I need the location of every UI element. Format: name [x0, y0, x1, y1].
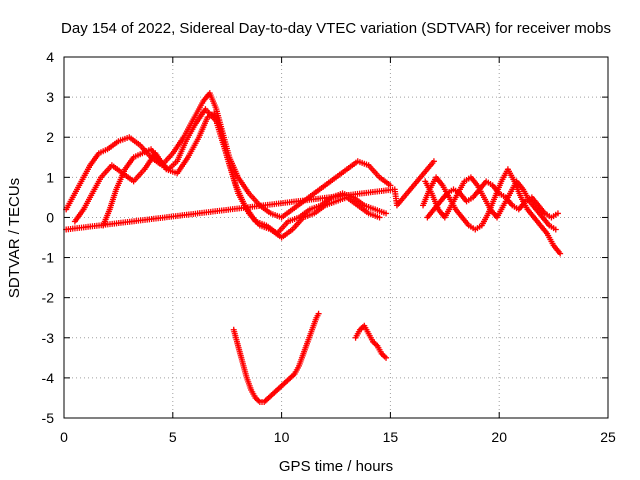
x-tick-label: 15: [383, 429, 399, 445]
data-points: [63, 90, 564, 405]
series-track-f: [424, 178, 561, 221]
series-track-c: [100, 106, 383, 241]
axis-ticks: 0 5 10 15 20 25 -5 -4 -3 -2 -1 0 1 2 3 4: [42, 49, 616, 445]
y-tick-label: -3: [42, 330, 55, 346]
data-point: [376, 214, 383, 221]
y-tick-label: -1: [42, 250, 55, 266]
data-point: [552, 226, 559, 233]
data-point: [383, 210, 390, 217]
plot-frame: [63, 56, 609, 419]
x-tick-label: 10: [274, 429, 290, 445]
data-point: [383, 354, 390, 361]
data-point: [430, 158, 437, 165]
chart-title: Day 154 of 2022, Sidereal Day-to-day VTE…: [61, 20, 611, 37]
y-tick-label: 0: [46, 209, 54, 225]
series-low-arc-1: [230, 310, 322, 405]
y-tick-label: -5: [42, 410, 55, 426]
data-point: [554, 210, 561, 217]
series-low-arc-2: [352, 322, 390, 361]
x-axis-label: GPS time / hours: [279, 458, 393, 475]
y-tick-label: 2: [46, 129, 54, 145]
y-tick-label: 1: [46, 169, 54, 185]
y-tick-label: 3: [46, 89, 54, 105]
x-tick-label: 25: [600, 429, 616, 445]
grid-lines: [64, 57, 608, 418]
y-tick-label: -4: [42, 370, 55, 386]
x-tick-label: 0: [60, 429, 68, 445]
series-isolated-points: [63, 158, 437, 233]
y-axis-label: SDTVAR / TECUs: [6, 178, 23, 298]
data-point: [557, 250, 564, 257]
y-tick-label: 4: [46, 49, 54, 65]
data-point: [315, 310, 322, 317]
y-tick-label: -2: [42, 290, 55, 306]
x-tick-label: 20: [491, 429, 507, 445]
x-tick-label: 5: [169, 429, 177, 445]
